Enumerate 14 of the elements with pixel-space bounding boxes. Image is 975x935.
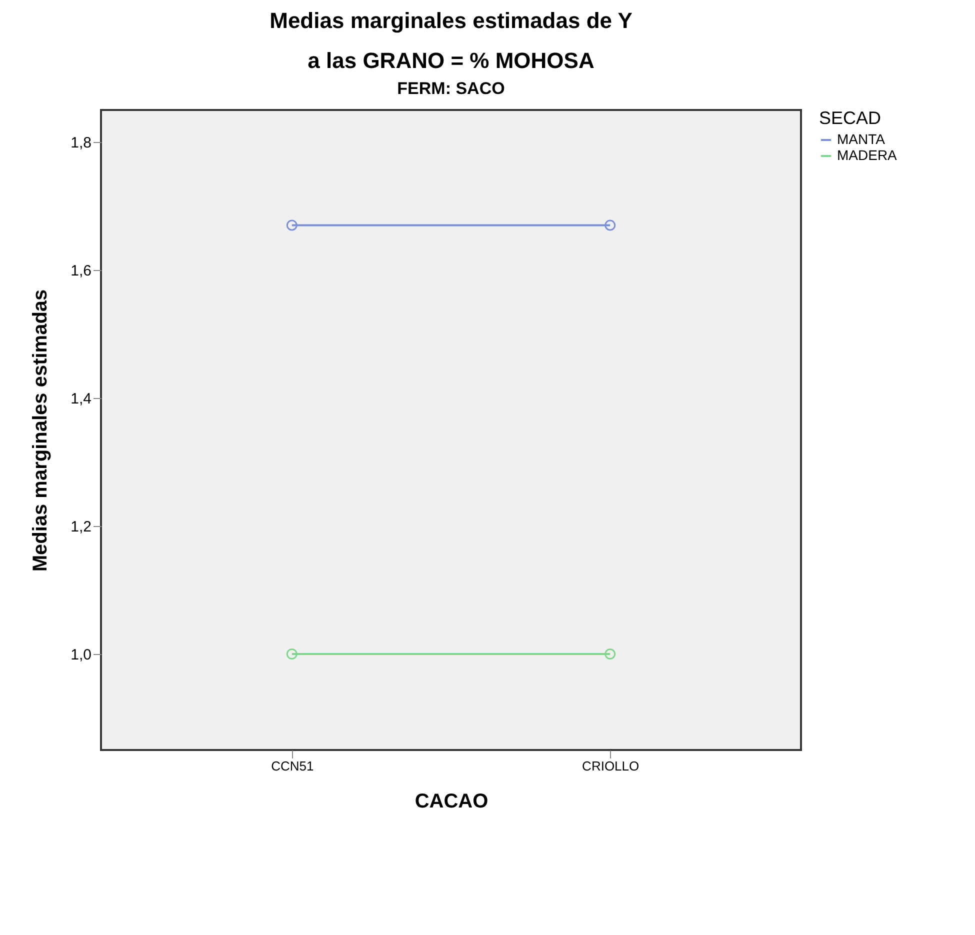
y-tick-label: 1,2 (70, 518, 92, 536)
chart-subtitle: FERM: SACO (397, 79, 505, 98)
legend-label: MANTA (837, 131, 886, 147)
y-tick-label: 1,8 (70, 134, 92, 152)
y-tick-label: 1,6 (70, 262, 92, 280)
legend-label: MADERA (837, 147, 898, 163)
y-axis-title: Medias marginales estimadas (30, 289, 52, 572)
y-tick-label: 1,0 (70, 646, 92, 664)
x-tick-label: CRIOLLO (582, 758, 640, 774)
chart-title: Medias marginales estimadas de Y a las GRANO = % MOHOSA (270, 8, 633, 73)
x-tick-label: CCN51 (271, 758, 314, 774)
y-tick-label: 1,4 (70, 390, 92, 408)
legend-title: SECAD (819, 108, 882, 128)
x-axis-title: CACAO (414, 790, 488, 812)
